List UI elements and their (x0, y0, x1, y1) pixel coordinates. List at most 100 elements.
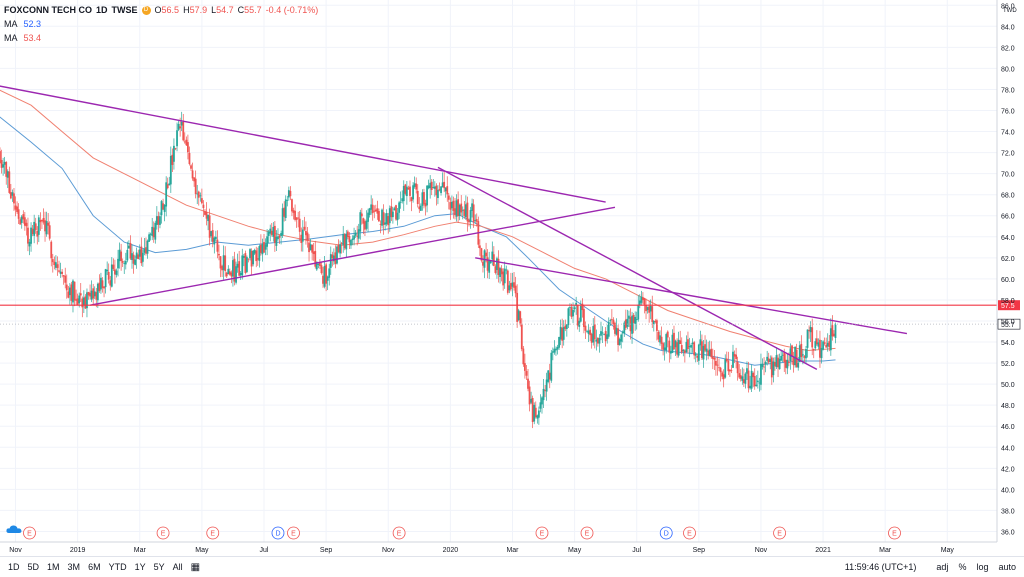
candle-body (81, 298, 84, 308)
candle-body (673, 332, 675, 350)
candle-body (637, 304, 640, 320)
candle-body (165, 182, 168, 207)
candle-body (635, 319, 638, 321)
y-tick-label: 70.0 (1001, 172, 1015, 179)
legend-ma-blue[interactable]: MA 52.3 (4, 17, 318, 31)
candle-body (730, 370, 733, 372)
candle-body (494, 266, 497, 273)
level-price-label: 57.5 (1001, 303, 1015, 310)
candle-body (792, 357, 795, 366)
candle-body (694, 353, 697, 356)
candle-body (711, 356, 714, 359)
candle-body (419, 205, 422, 211)
cloud-icon[interactable] (6, 524, 22, 534)
candle-body (728, 369, 731, 372)
candle-body (221, 266, 223, 271)
range-1y[interactable]: 1Y (134, 562, 146, 572)
candle-body (51, 259, 54, 263)
candle-body (722, 374, 725, 380)
candle-body (583, 308, 585, 327)
range-all[interactable]: All (172, 562, 183, 572)
candle-body (705, 348, 708, 352)
candle-body (645, 305, 647, 312)
candle-body (236, 263, 239, 268)
percent-toggle[interactable]: % (958, 562, 967, 572)
candle-body (663, 347, 666, 351)
candle-body (306, 232, 309, 241)
candle-body (407, 187, 410, 190)
candle-body (239, 272, 242, 276)
candle-body (437, 189, 439, 199)
candle-body (162, 203, 164, 210)
candle-body (70, 284, 73, 301)
candle-body (177, 123, 180, 130)
candle-body (482, 261, 484, 266)
candle-body (527, 378, 529, 389)
candle-body (617, 328, 619, 346)
x-tick-label: Mar (506, 547, 519, 554)
candle-body (317, 264, 320, 265)
candle-body (545, 379, 548, 392)
ma-value: 52.3 (23, 19, 42, 29)
candle-body (68, 287, 71, 296)
candle-body (471, 203, 473, 211)
candle-body (315, 261, 318, 270)
x-tick-label: 2019 (70, 547, 86, 554)
candles (0, 111, 837, 429)
range-6m[interactable]: 6M (88, 562, 101, 572)
candle-body (704, 344, 706, 351)
candle-body (829, 328, 832, 351)
range-5y[interactable]: 5Y (153, 562, 165, 572)
candle-body (401, 198, 404, 202)
candle-body (98, 282, 101, 292)
candle-body (727, 360, 730, 372)
range-1d[interactable]: 1D (8, 562, 20, 572)
candle-body (5, 162, 8, 177)
interval-label[interactable]: 1D (96, 5, 108, 15)
candle-body (469, 210, 472, 222)
candle-body (679, 340, 682, 344)
candle-body (598, 338, 601, 344)
adj-toggle[interactable]: adj (936, 562, 949, 572)
candle-body (435, 185, 438, 196)
candle-body (255, 250, 258, 262)
candle-body (643, 298, 646, 305)
candle-body (110, 264, 113, 287)
candle-body (95, 292, 98, 300)
legend-ma-red[interactable]: MA 53.4 (4, 31, 318, 45)
candle-body (412, 185, 414, 200)
range-1m[interactable]: 1M (47, 562, 60, 572)
candle-body (713, 357, 716, 360)
clock[interactable]: 11:59:46 (UTC+1) (844, 562, 917, 572)
range-5d[interactable]: 5D (27, 562, 40, 572)
candle-body (371, 204, 374, 214)
candle-body (204, 211, 206, 215)
candle-body (519, 311, 522, 324)
candle-body (505, 269, 508, 271)
candle-body (457, 199, 460, 217)
y-tick-label: 68.0 (1001, 193, 1015, 200)
candle-body (812, 348, 815, 351)
candle-body (391, 211, 394, 218)
calendar-icon[interactable]: ▦ (190, 562, 201, 573)
range-3m[interactable]: 3M (67, 562, 81, 572)
range-ytd[interactable]: YTD (108, 562, 127, 572)
candle-body (778, 358, 781, 370)
auto-toggle[interactable]: auto (998, 562, 1016, 572)
candle-body (432, 187, 435, 189)
candle-body (235, 266, 237, 283)
trendline (437, 166, 818, 371)
log-toggle[interactable]: log (976, 562, 989, 572)
candle-body (298, 218, 301, 232)
y-tick-label: 46.0 (1001, 424, 1015, 431)
candle-body (140, 246, 143, 264)
symbol-name[interactable]: FOXCONN TECH CO (4, 5, 93, 15)
candle-body (677, 339, 680, 356)
candle-body (600, 331, 602, 336)
candle-body (395, 205, 397, 220)
candle-body (188, 152, 191, 165)
candle-body (551, 351, 554, 353)
candle-body (138, 249, 141, 257)
candle-body (247, 258, 250, 260)
